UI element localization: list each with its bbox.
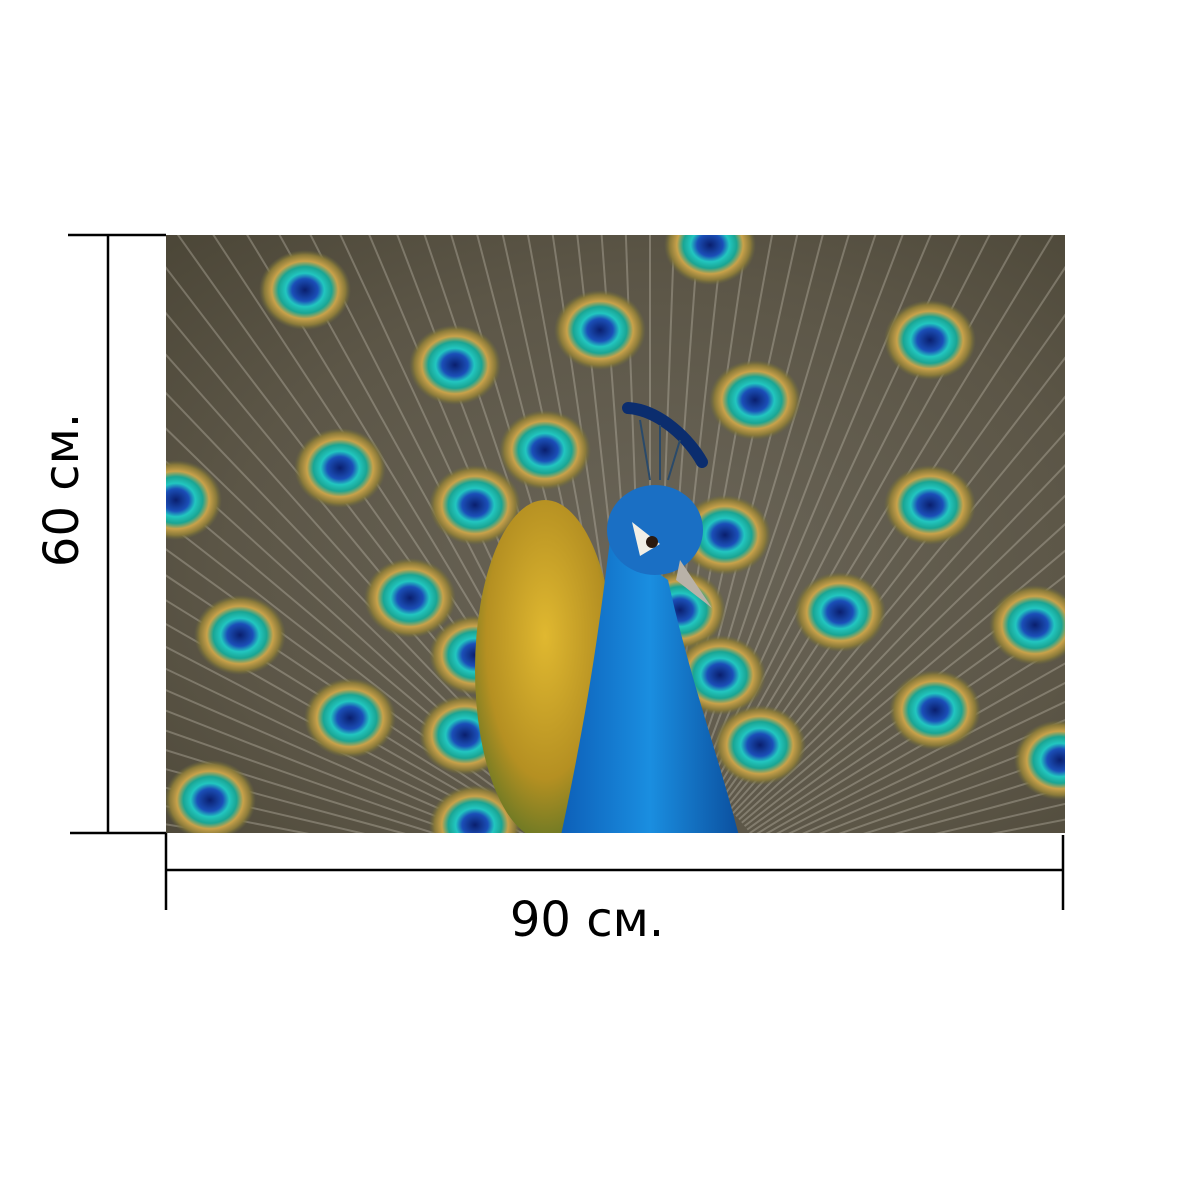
feather-eye [889,670,981,750]
feather-streak [749,620,1065,833]
width-label: 90 см. [510,892,664,948]
feather-eye [714,705,806,785]
feather-streak [788,700,1065,833]
feather-streak [863,770,1065,833]
feather-streak [707,235,1022,796]
feather-streak [770,891,1200,899]
feather-streak [166,689,498,833]
feather-streak [166,645,524,833]
feather-eye [429,465,521,545]
crest-stems [639,419,681,481]
feather-streak [711,235,1054,798]
feather-streak [741,549,1065,824]
feather-eye [294,428,386,508]
feather-eye [554,290,646,370]
feather-streak [765,662,1065,833]
feather-streak [770,859,1200,895]
feather-streak [838,753,1065,833]
feather-eye [194,595,286,675]
feather-streak [735,494,1065,817]
feather-streak [743,574,1065,827]
feather-eye [429,785,521,833]
feather-streak [0,891,530,899]
feather-eye [259,250,351,330]
feather-eye [709,360,801,440]
feather-eye [166,460,222,540]
feather-eye [664,235,756,285]
feather-streak [0,826,530,890]
peacock-head [607,485,703,575]
feather-eye [884,300,976,380]
feather-streak [776,681,1065,833]
feather-streak [166,667,512,833]
feather-streak [166,749,437,833]
feather-eye [1014,720,1065,800]
feather-streak [166,709,482,833]
feather-eye [794,572,886,652]
feather-streak [732,463,1065,814]
peacock-neck [561,540,739,833]
feather-streak [0,908,530,957]
feather-streak [756,641,1065,833]
crest [622,402,708,468]
peacock-eye [646,536,658,548]
feather-eye [499,410,591,490]
feather-eye [884,465,976,545]
feather-streak [728,431,1065,811]
feather-eye [166,760,256,833]
feather-eye [409,325,501,405]
photo [0,235,1200,957]
feather-streak [0,859,530,895]
feather-streak [770,826,1200,890]
feather-streak [0,903,530,924]
peacock-beak [676,560,712,608]
feather-streak [738,522,1065,821]
feather-streak [802,718,1065,833]
feather-eye [364,558,456,638]
feather-eye [989,585,1065,665]
feather-streak [818,736,1065,833]
height-label: 60 см. [34,413,90,567]
feather-eye [679,495,771,575]
feather-streak [166,729,462,833]
feather-eye [304,678,396,758]
feather-streak [770,903,1200,924]
